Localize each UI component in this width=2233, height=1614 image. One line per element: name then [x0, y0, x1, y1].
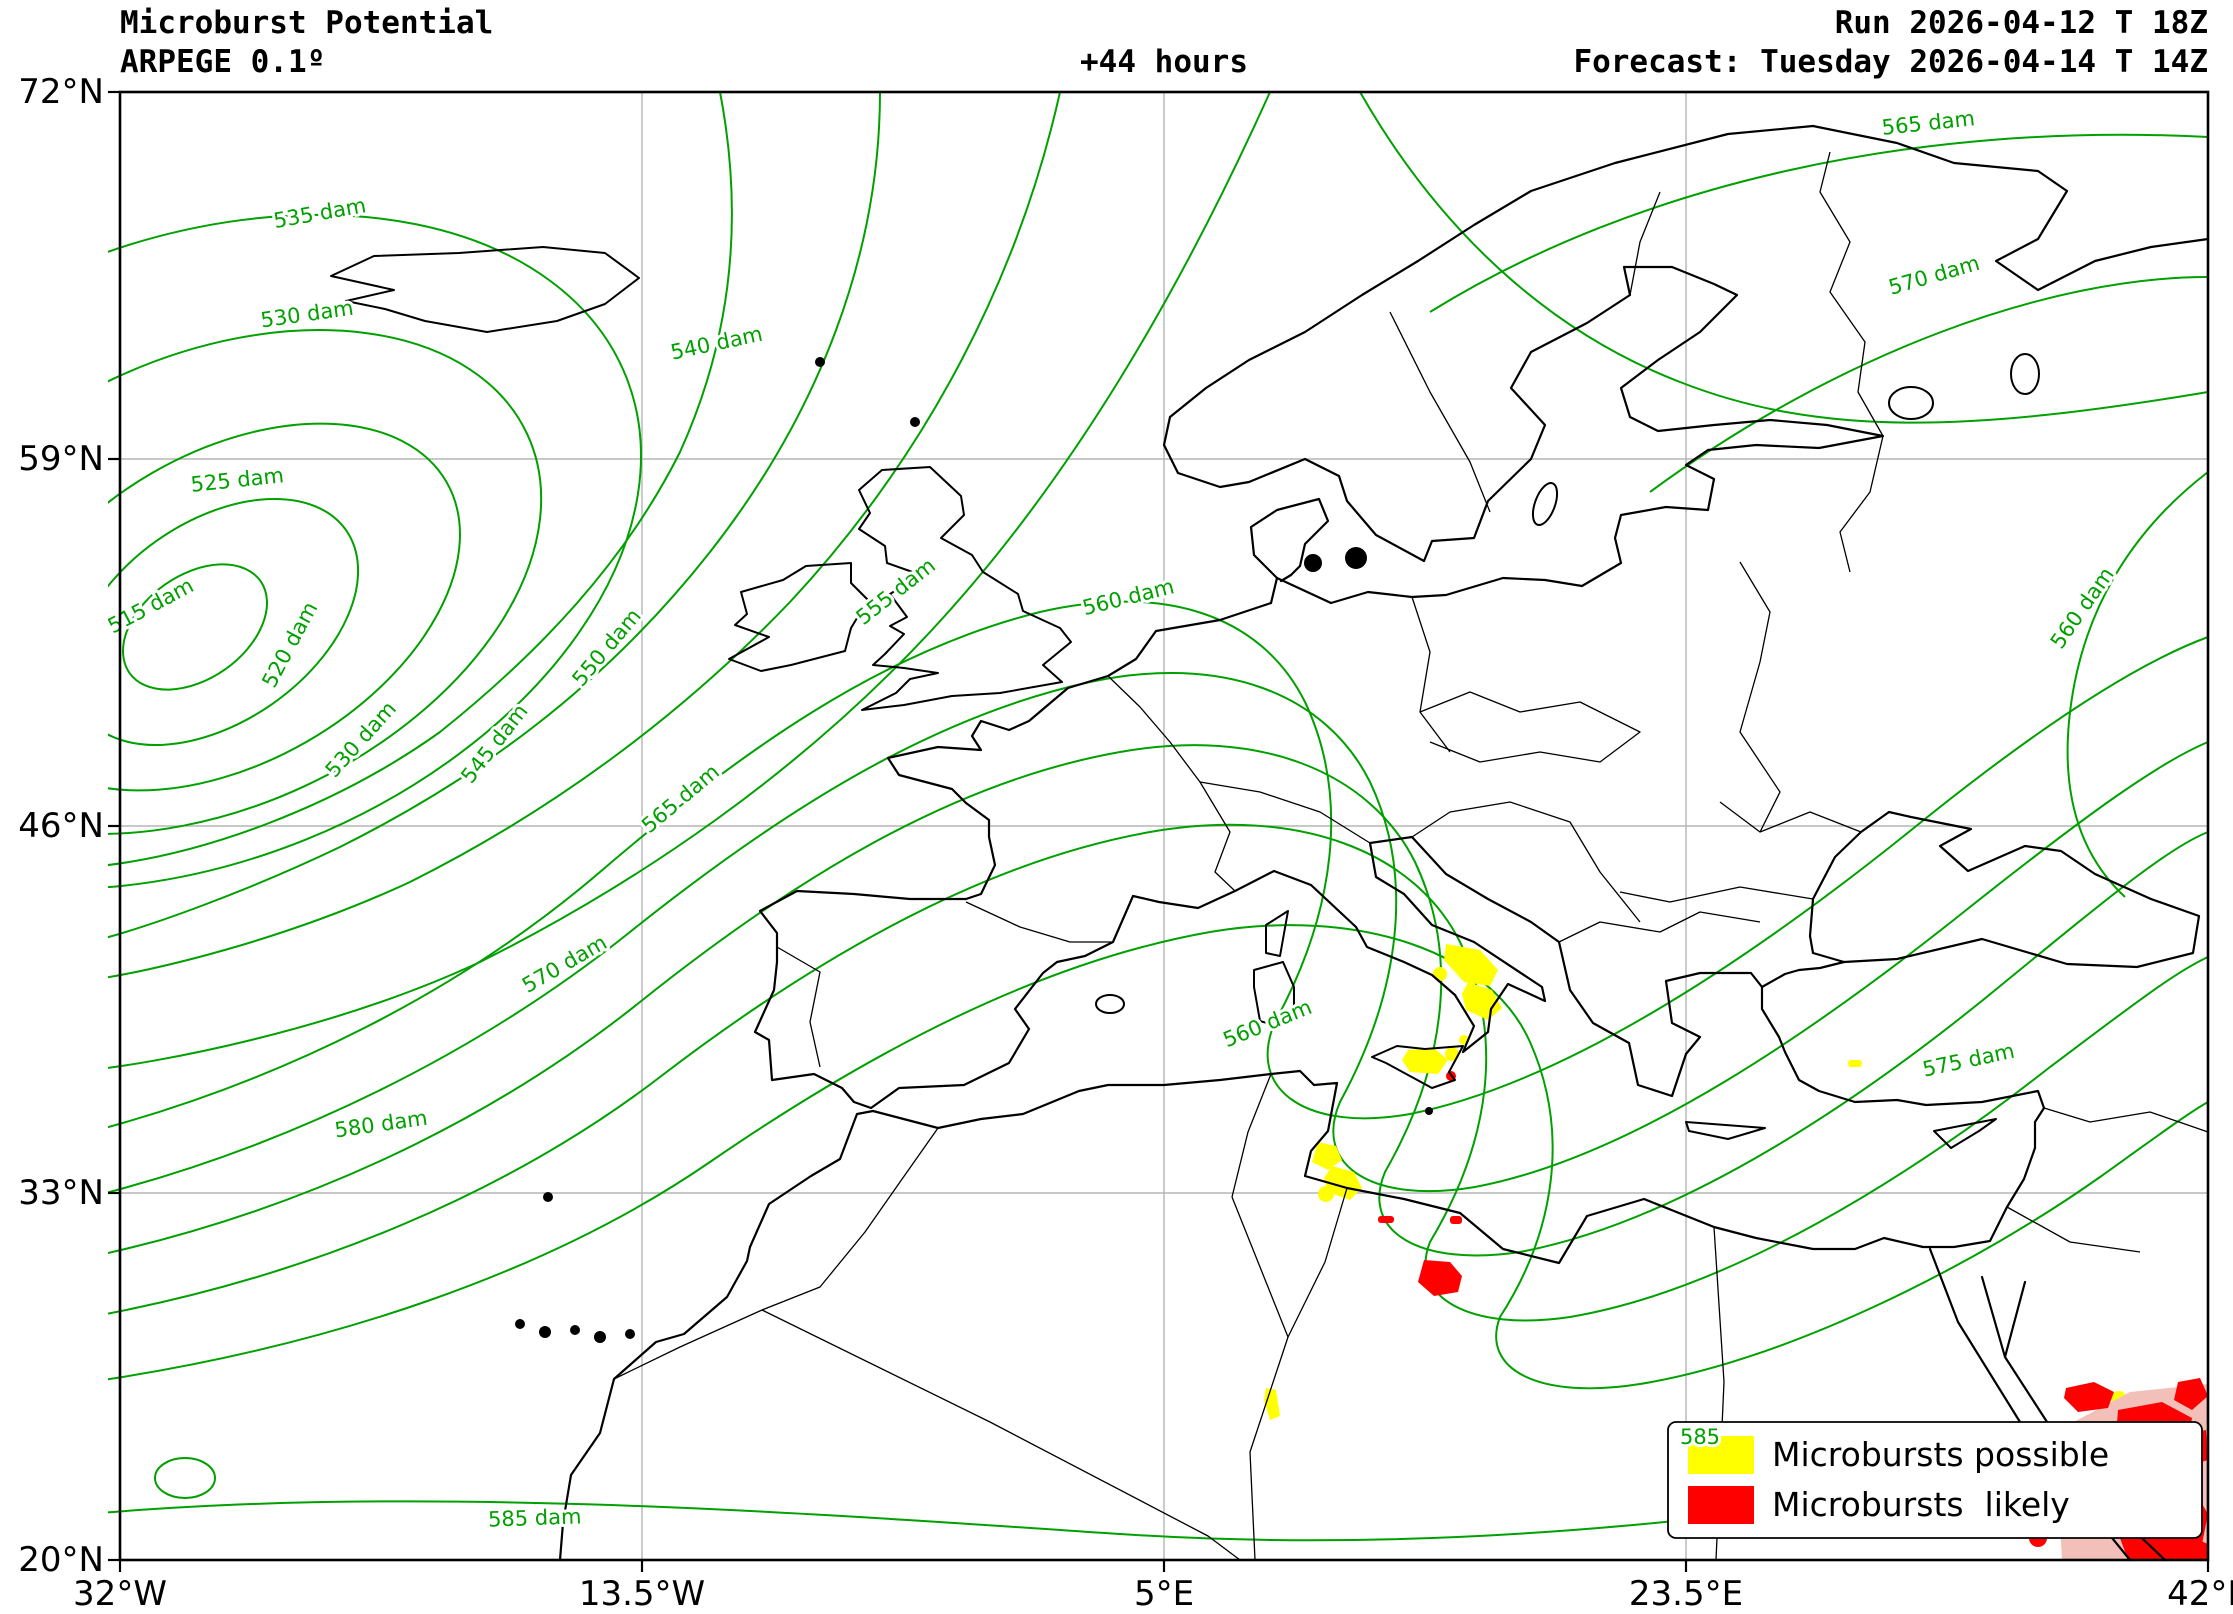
contour-line — [89, 91, 1271, 1071]
microburst-possible-areas — [1264, 944, 2127, 1420]
contour-label: 530 dam — [259, 296, 355, 333]
model-name: ARPEGE 0.1º — [120, 44, 326, 80]
plot-frame — [108, 90, 2210, 1572]
island-madeira — [543, 1192, 553, 1202]
island-canary — [594, 1331, 606, 1343]
contour-label: 570 dam — [1886, 251, 1982, 300]
ytick-46N: 46°N — [18, 806, 104, 846]
coastline-mainland — [558, 601, 2046, 1562]
contour-label: 560 dam — [1220, 995, 1316, 1052]
contour-line — [121, 563, 269, 691]
run-time: Run 2026-04-12 T 18Z — [1834, 5, 2208, 41]
title-block: Microburst Potential ARPEGE 0.1º — [120, 4, 493, 82]
island-cyprus — [1933, 1118, 1997, 1149]
islands — [330, 246, 2040, 1343]
island-funen — [1304, 554, 1322, 572]
coastline-scandinavia-arctic — [1162, 124, 2210, 475]
forecast-valid-time: Forecast: Tuesday 2026-04-14 T 14Z — [1573, 44, 2208, 80]
map-plot-area: Microbursts possible Microbursts likely … — [0, 80, 2220, 1580]
legend-label-possible: Microbursts possible — [1772, 1435, 2109, 1474]
contour-label: 585 — [1680, 1425, 1720, 1449]
island-sardinia — [1253, 961, 1295, 1027]
lake-ladoga — [1888, 386, 1934, 420]
contour-line — [1649, 276, 2209, 493]
coastline-baltic — [1176, 265, 1885, 605]
contour-label: 560 dam — [2046, 563, 2119, 653]
island-iceland — [330, 246, 640, 333]
island-crete — [1685, 1121, 1766, 1140]
island-canary — [570, 1325, 580, 1335]
coastline-marmara — [1760, 960, 1846, 989]
contour-line — [89, 91, 881, 943]
lead-time: +44 hours — [1080, 44, 1248, 80]
contour-line — [89, 671, 2209, 1198]
geopotential-contours — [0, 91, 2209, 1542]
island-corsica — [1265, 910, 1289, 957]
gridlines — [120, 92, 2208, 1560]
island-zealand — [1345, 547, 1367, 569]
page-title: Microburst Potential — [120, 5, 494, 41]
contour-line — [89, 600, 2209, 1133]
contour-label: 545 dam — [456, 699, 532, 787]
weather-map-canvas: Microbursts possible Microbursts likely … — [0, 90, 2210, 1572]
island-ireland — [728, 562, 869, 672]
contour-label: 575 dam — [1920, 1039, 2016, 1082]
contour-label: 570 dam — [518, 930, 611, 997]
contour-line — [89, 91, 1061, 981]
island-canary — [625, 1329, 635, 1339]
legend: Microbursts possible Microbursts likely — [1667, 1421, 2203, 1539]
island-great-britain — [858, 466, 1072, 711]
ytick-72N: 72°N — [18, 72, 104, 112]
coastline-denmark — [1249, 497, 1330, 583]
legend-swatch-possible — [1688, 1436, 1754, 1474]
contour-line — [89, 823, 2209, 1322]
ytick-33N: 33°N — [18, 1173, 104, 1213]
island-gotland — [1531, 482, 1559, 526]
island-shetland — [910, 417, 920, 427]
contour-line — [0, 213, 642, 891]
coastline-aqaba — [2003, 1280, 2027, 1359]
contour-line — [89, 924, 2209, 1390]
island-canary — [539, 1326, 551, 1338]
island-mallorca — [1095, 994, 1125, 1014]
contour-label: 515 dam — [108, 573, 198, 638]
contour-labels: 535 dam 530 dam 540 dam 565 dam 570 dam 525 d… — [101, 103, 2122, 1534]
contour-label: 525 dam — [190, 463, 285, 497]
ytick-20N: 20°N — [18, 1540, 104, 1580]
lake-onega — [2010, 353, 2040, 395]
contour-label: 540 dam — [668, 322, 764, 365]
contour-label: 580 dam — [333, 1106, 429, 1143]
contour-label: 555 dam — [851, 553, 939, 629]
coastlines — [558, 124, 2210, 1562]
island-sicily — [1371, 1045, 1464, 1089]
contour-label: 535 dam — [272, 193, 368, 233]
legend-label-likely: Microbursts likely — [1772, 1485, 2070, 1524]
island-malta — [1425, 1107, 1433, 1115]
run-info-block: Run 2026-04-12 T 18Z Forecast: Tuesday 20… — [1573, 4, 2208, 82]
contour-label: 585 dam — [488, 1504, 582, 1531]
contour-line — [89, 91, 733, 868]
island-faroe — [815, 357, 825, 367]
legend-box — [1667, 1421, 2203, 1539]
contour-line — [1359, 91, 2209, 424]
coastline-black-sea — [1808, 810, 2201, 969]
ytick-59N: 59°N — [18, 439, 104, 479]
contour-line — [154, 1457, 216, 1499]
island-canary — [515, 1319, 525, 1329]
contour-line — [2066, 471, 2209, 898]
contour-line — [1429, 133, 2209, 313]
contour-label: 550 dam — [567, 604, 645, 691]
contour-line — [89, 744, 2209, 1258]
legend-swatch-likely — [1688, 1486, 1754, 1524]
contour-label: 530 dam — [321, 697, 401, 782]
contour-label: 565 dam — [1881, 106, 1976, 140]
contour-label: 560 dam — [1080, 574, 1176, 620]
